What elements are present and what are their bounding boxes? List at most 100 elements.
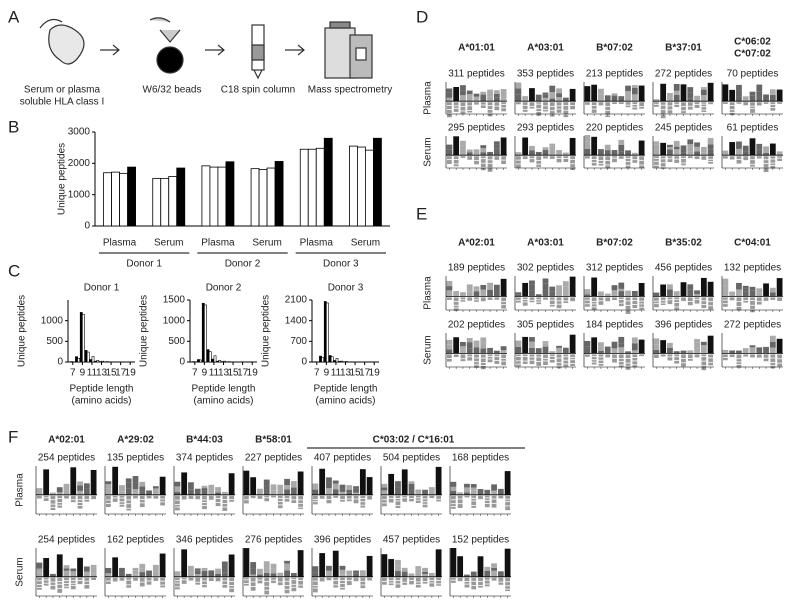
logo-glyph: [263, 489, 270, 495]
logo-glyph: [625, 363, 631, 366]
logo-glyph: [505, 582, 510, 586]
logo-glyph: [763, 297, 769, 301]
logo-glyph: [290, 572, 297, 577]
logo-glyph: [770, 165, 776, 169]
logo-glyph: [353, 570, 359, 574]
logo-glyph: [653, 349, 660, 354]
logo-glyph: [453, 291, 460, 297]
logo-glyph: [569, 334, 576, 354]
logo-glyph: [460, 90, 466, 96]
logo-glyph: [84, 499, 90, 502]
peptide-count: 272 peptides: [724, 320, 781, 331]
logo-glyph: [473, 340, 480, 348]
logo-glyph: [105, 567, 112, 574]
logo-glyph: [119, 495, 125, 498]
logo-glyph: [474, 300, 479, 302]
logo-glyph: [516, 354, 521, 357]
bar: [86, 351, 90, 363]
logo-glyph: [591, 277, 598, 297]
sequence-logo: [583, 276, 645, 314]
logo-glyph: [202, 495, 207, 500]
logo-glyph: [229, 577, 234, 582]
logo-glyph: [90, 573, 97, 577]
logo-glyph: [563, 297, 569, 301]
logo-glyph: [388, 495, 394, 499]
logo-glyph: [494, 106, 500, 111]
row-label: Serum: [423, 335, 434, 364]
logo-glyph: [516, 164, 521, 169]
bar: [299, 148, 309, 227]
logo-glyph: [501, 297, 506, 301]
logo-glyph: [56, 554, 63, 577]
logo-glyph: [605, 115, 611, 118]
logo-glyph: [631, 94, 638, 102]
logo-glyph: [639, 160, 644, 165]
logo-glyph: [446, 286, 453, 291]
sequence-logo: [583, 134, 645, 170]
row-label: Plasma: [15, 473, 26, 507]
logo-glyph: [366, 477, 373, 495]
allele-label: C*06:02: [734, 37, 771, 48]
x-tick-label: 15: [350, 368, 362, 379]
logo-glyph: [585, 297, 590, 300]
logo-glyph: [451, 577, 456, 580]
sequence-logo: [583, 82, 645, 118]
logo-glyph: [484, 566, 491, 571]
logo-glyph: [388, 577, 394, 581]
logo-glyph: [312, 572, 319, 577]
logo-glyph: [313, 581, 318, 586]
logo-glyph: [694, 290, 700, 295]
logo-glyph: [529, 280, 535, 285]
logo-glyph: [529, 290, 535, 297]
logo-glyph: [460, 140, 466, 146]
logo-glyph: [90, 567, 97, 574]
logo-glyph: [460, 349, 466, 354]
logo-glyph: [500, 350, 507, 354]
logo-glyph: [332, 489, 339, 495]
logo-glyph: [529, 354, 535, 357]
logo-glyph: [453, 305, 459, 308]
sequence-logo: [380, 466, 442, 516]
logo-glyph: [353, 577, 359, 582]
x-tick-label: 15: [228, 368, 240, 379]
logo-glyph: [106, 581, 111, 585]
logo-glyph: [674, 357, 680, 361]
peptide-count: 272 peptides: [655, 69, 712, 80]
logo-glyph: [491, 503, 497, 508]
logo-glyph: [605, 106, 611, 110]
logo-glyph: [106, 500, 111, 504]
logo-glyph: [106, 495, 111, 500]
x-tick-label: 13: [218, 368, 230, 379]
logo-glyph: [466, 94, 473, 98]
logo-glyph: [470, 490, 477, 495]
logo-glyph: [694, 297, 700, 299]
logo-glyph: [654, 158, 659, 161]
logo-glyph: [395, 565, 401, 572]
logo-glyph: [453, 297, 459, 302]
logo-glyph: [83, 566, 90, 572]
logo-glyph: [139, 503, 145, 508]
logo-glyph: [694, 104, 700, 108]
logo-glyph: [749, 286, 756, 291]
logo-glyph: [346, 485, 353, 490]
logo-glyph: [460, 145, 466, 150]
logo-glyph: [674, 361, 680, 364]
logo-glyph: [742, 288, 749, 292]
logo-glyph: [422, 495, 428, 499]
logo-glyph: [188, 565, 194, 573]
x-tick-label: 9: [80, 368, 86, 379]
logo-glyph: [673, 140, 680, 147]
logo-glyph: [215, 577, 221, 582]
allele-group-label: C*03:02 / C*16:01: [373, 435, 455, 446]
logo-glyph: [312, 566, 319, 573]
logo-glyph: [674, 156, 680, 159]
logo-glyph: [667, 149, 673, 156]
logo-glyph: [474, 156, 479, 160]
logo-glyph: [313, 502, 318, 505]
logo-glyph: [535, 94, 542, 102]
logo-glyph: [687, 297, 693, 302]
logo-glyph: [549, 102, 555, 107]
logo-glyph: [536, 164, 542, 167]
logo-glyph: [491, 499, 497, 504]
logo-glyph: [43, 583, 49, 586]
